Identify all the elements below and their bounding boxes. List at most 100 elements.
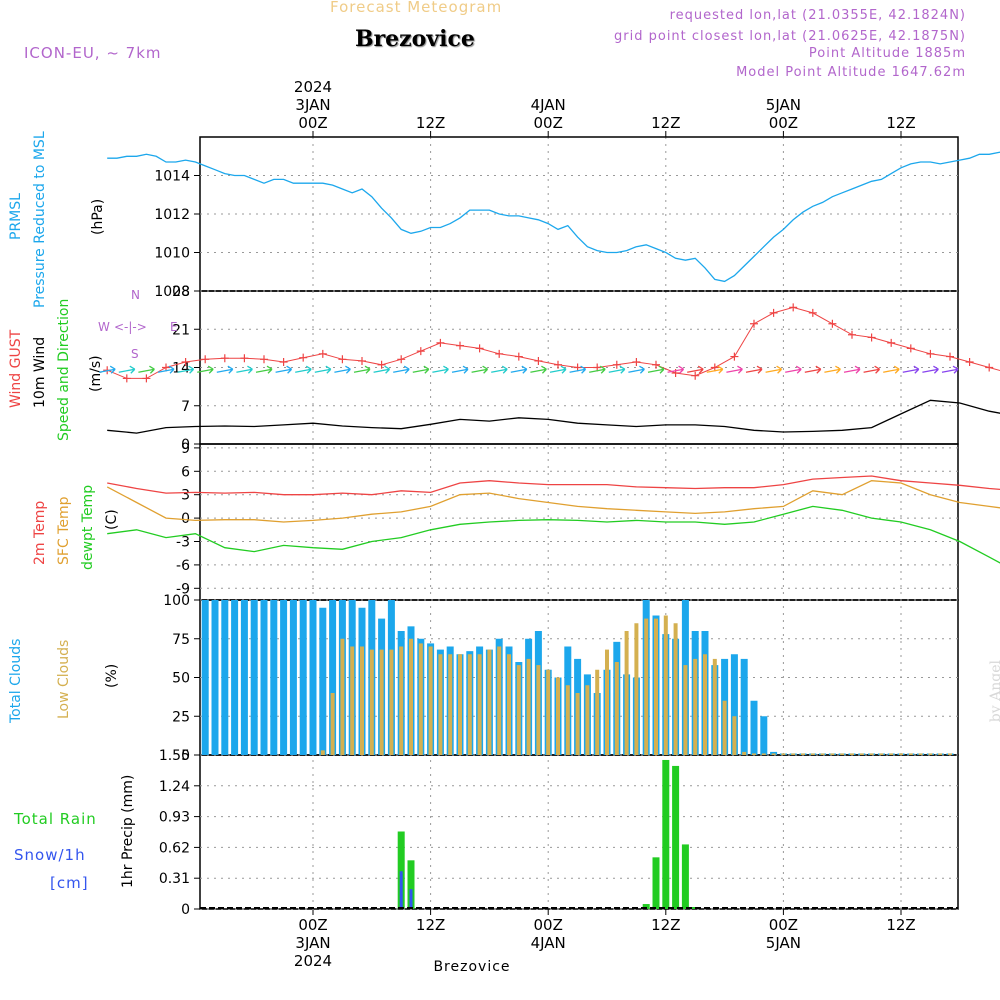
gust-marker bbox=[652, 360, 660, 369]
bottom-hour-label: 12Z bbox=[651, 916, 680, 934]
low-cloud-bar bbox=[399, 646, 404, 755]
bottom-day-label: 3JAN bbox=[295, 934, 330, 952]
gust-marker bbox=[554, 360, 562, 369]
gust-marker bbox=[122, 374, 131, 383]
wind-direction-arrow bbox=[510, 365, 528, 374]
wind-direction-arrow bbox=[314, 365, 332, 374]
low-cloud-bar bbox=[595, 669, 600, 755]
low-cloud-bar bbox=[938, 753, 943, 755]
pressure-line bbox=[107, 151, 1000, 283]
gust-marker bbox=[926, 349, 935, 358]
low-cloud-bar bbox=[467, 654, 472, 755]
total-cloud-bar bbox=[231, 600, 239, 755]
gust-marker bbox=[789, 303, 798, 312]
gust-marker bbox=[397, 355, 406, 364]
y-tick-label: -3 bbox=[176, 535, 190, 551]
wind-direction-arrow bbox=[412, 365, 430, 374]
y-tick-label: 1012 bbox=[154, 207, 190, 223]
low-cloud-bar bbox=[663, 615, 668, 755]
total-cloud-bar bbox=[319, 607, 327, 755]
low-cloud-bar bbox=[624, 631, 629, 755]
low-cloud-bar bbox=[497, 646, 502, 755]
bottom-day-label: 4JAN bbox=[531, 934, 566, 952]
bottom-day-label: 5JAN bbox=[766, 934, 801, 952]
total-cloud-bar bbox=[260, 600, 268, 755]
y-tick-label: -6 bbox=[176, 558, 190, 574]
gust-marker bbox=[181, 358, 190, 367]
total-cloud-bar bbox=[750, 700, 758, 755]
grid-point-coords: grid point closest lon,lat (21.0625E, 42… bbox=[614, 29, 966, 44]
wind-direction-arrow bbox=[804, 365, 822, 374]
snow-unit-label: [cm] bbox=[50, 874, 89, 892]
temp2m-line bbox=[107, 475, 1000, 496]
low-cloud-bar bbox=[438, 654, 443, 755]
wind-direction-arrow bbox=[883, 365, 900, 374]
compass-e: E bbox=[170, 320, 178, 334]
gust-marker bbox=[220, 354, 229, 363]
gust-marker bbox=[828, 319, 837, 328]
low-cloud-bar bbox=[507, 654, 511, 755]
gust-marker bbox=[965, 358, 974, 367]
wind-direction-arrow bbox=[138, 365, 155, 374]
low-cloud-bar bbox=[350, 646, 355, 755]
sfc-temp-line bbox=[106, 480, 1000, 523]
low-cloud-bar bbox=[810, 753, 815, 755]
rain-bar bbox=[681, 844, 689, 909]
gust-marker bbox=[946, 352, 954, 361]
rain-bar bbox=[397, 831, 405, 909]
chart-title: Forecast Meteogram bbox=[330, 0, 503, 16]
wind-direction-arrow bbox=[863, 365, 881, 374]
wind-direction-arrow bbox=[706, 365, 724, 374]
low-cloud-bar bbox=[840, 753, 845, 755]
rain-bar bbox=[662, 759, 670, 909]
gust-marker bbox=[240, 354, 249, 363]
low-cloud-bar bbox=[556, 677, 560, 755]
low-cloud-bar bbox=[908, 753, 913, 755]
total-cloud-bar bbox=[760, 716, 768, 755]
total-cloud-bar bbox=[221, 600, 229, 755]
top-day-label: 5JAN bbox=[766, 96, 801, 114]
wind-direction-arrow bbox=[216, 365, 234, 374]
y-tick-label: 1.55 bbox=[159, 748, 190, 764]
wind-direction-arrow bbox=[451, 365, 469, 374]
wind-direction-arrow bbox=[589, 365, 606, 374]
gust-marker bbox=[514, 352, 523, 361]
rain-bar bbox=[672, 765, 680, 909]
low-cloud-bar bbox=[791, 753, 796, 755]
low-cloud-bar bbox=[585, 685, 590, 755]
compass-w: W bbox=[98, 320, 110, 334]
gust-marker bbox=[867, 333, 876, 342]
low-cloud-bar bbox=[712, 658, 717, 755]
rain-bar bbox=[652, 857, 660, 909]
wind-direction-arrow bbox=[824, 365, 841, 374]
gust-marker bbox=[534, 356, 543, 365]
y-tick-label: 0.93 bbox=[159, 810, 190, 826]
low-cloud-bar bbox=[409, 638, 413, 755]
y-tick-label: 1014 bbox=[154, 169, 190, 185]
y-tick-label: 0.62 bbox=[159, 840, 190, 856]
gust-marker bbox=[201, 355, 210, 364]
wind-direction-arrow bbox=[726, 365, 743, 374]
gust-marker bbox=[906, 344, 915, 353]
gust-marker bbox=[338, 355, 347, 364]
low-cloud-bar bbox=[830, 753, 835, 755]
total-cloud-bar bbox=[250, 600, 258, 755]
wind-direction-arrow bbox=[353, 365, 371, 374]
total-cloud-bar bbox=[289, 600, 297, 755]
low-cloud-bar bbox=[742, 751, 747, 755]
top-day-label: 3JAN bbox=[295, 96, 330, 114]
low-cloud-bar bbox=[487, 649, 492, 755]
wind-direction-arrow bbox=[373, 365, 391, 374]
wind-direction-arrow bbox=[334, 365, 351, 374]
gust-marker bbox=[416, 347, 425, 356]
wind-direction-arrow bbox=[432, 365, 449, 374]
low-cloud-bar bbox=[448, 654, 453, 755]
station-name: Brezovice bbox=[355, 26, 475, 52]
top-year-label: 2024 bbox=[294, 78, 332, 96]
low-cloud-bar bbox=[546, 669, 551, 755]
dewpt-line bbox=[107, 505, 1000, 564]
gust-marker bbox=[377, 360, 386, 369]
total-cloud-bar bbox=[309, 600, 317, 755]
wind-direction-arrow bbox=[745, 365, 763, 374]
total-rain-label: Total Rain bbox=[14, 810, 97, 828]
